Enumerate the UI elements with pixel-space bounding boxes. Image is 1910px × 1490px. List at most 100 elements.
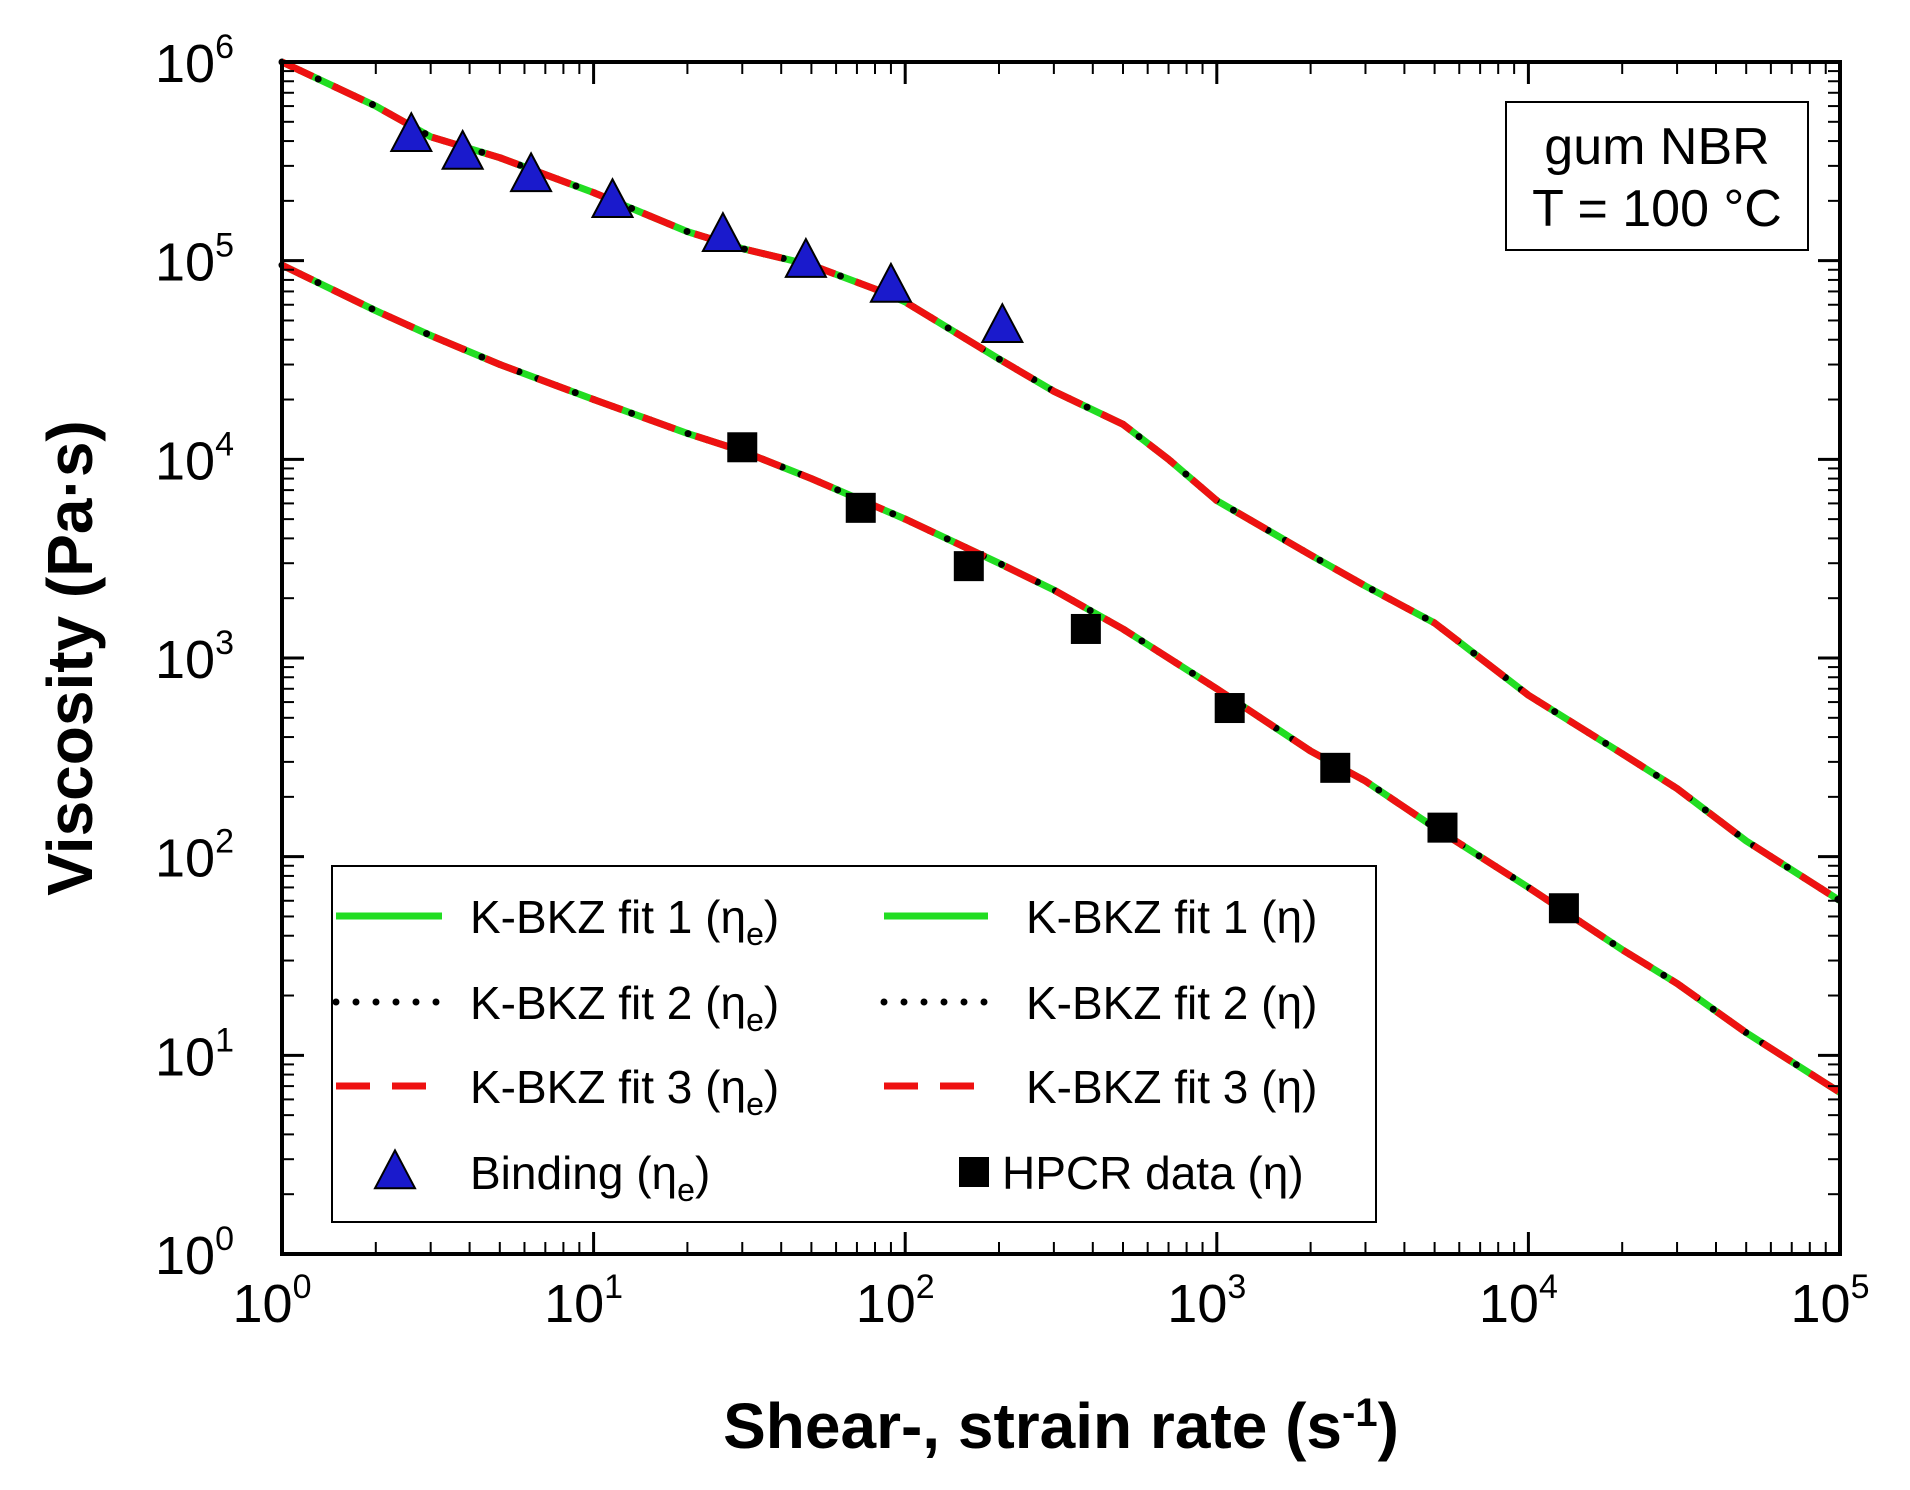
legend-label-main: K-BKZ fit 1 (η bbox=[470, 891, 746, 943]
y-tick-base: 10 bbox=[155, 1027, 215, 1087]
y-tick-base: 10 bbox=[155, 431, 215, 491]
legend-k-bkz-fit-1-e-label: K-BKZ fit 1 (ηe) bbox=[470, 891, 779, 952]
legend-label-close: ) bbox=[764, 977, 779, 1029]
legend-binding-e-swatch bbox=[373, 1148, 417, 1190]
x-tick-exp: 4 bbox=[1539, 1268, 1558, 1306]
legend-label-main: K-BKZ fit 2 (η) bbox=[1026, 977, 1317, 1029]
ticks-layer bbox=[280, 60, 1842, 1256]
binding-data-point bbox=[784, 236, 828, 278]
y-tick-label: 104 bbox=[155, 425, 234, 491]
x-tick-label: 102 bbox=[856, 1268, 935, 1334]
legend-label-sub: e bbox=[746, 1086, 764, 1122]
binding-data-point bbox=[590, 177, 635, 219]
x-tick-base: 10 bbox=[1791, 1274, 1851, 1334]
binding-data-point bbox=[389, 111, 433, 153]
y-tick-exp: 1 bbox=[215, 1021, 234, 1059]
hpcr-data-point bbox=[727, 432, 758, 463]
series-k-bkz-fit-2 bbox=[278, 261, 1844, 1096]
x-tick-base: 10 bbox=[233, 1274, 293, 1334]
y-tick-label: 103 bbox=[155, 624, 234, 690]
legend-label-main: HPCR data (η) bbox=[1002, 1147, 1304, 1199]
annotation-box: gum NBR T = 100 °C bbox=[1505, 101, 1809, 251]
y-tick-base: 10 bbox=[155, 1226, 215, 1286]
binding-data-point bbox=[701, 211, 745, 252]
y-tick-label: 101 bbox=[155, 1021, 234, 1087]
legend-label-sub: e bbox=[677, 1172, 695, 1208]
binding-data-point bbox=[441, 128, 485, 170]
legend-label-main: K-BKZ fit 3 (η bbox=[470, 1061, 746, 1113]
x-tick-base: 10 bbox=[544, 1274, 604, 1334]
legend-label-close: ) bbox=[695, 1147, 710, 1199]
x-tick-label: 105 bbox=[1791, 1268, 1870, 1334]
legend: K-BKZ fit 1 (ηe) K-BKZ fit 1 (η)K-BKZ fit… bbox=[331, 865, 1377, 1223]
legend-k-bkz-fit-2-e-label: K-BKZ fit 2 (ηe) bbox=[470, 977, 779, 1038]
binding-data-point bbox=[980, 302, 1025, 344]
curves-layer bbox=[278, 58, 1844, 1096]
y-tick-base: 10 bbox=[155, 630, 215, 690]
legend-label-sub: e bbox=[746, 1002, 764, 1038]
x-tick-exp: 1 bbox=[604, 1268, 623, 1306]
x-tick-label: 103 bbox=[1167, 1268, 1246, 1334]
markers-layer bbox=[389, 111, 1579, 924]
legend-k-bkz-fit-1-label: K-BKZ fit 1 (η) bbox=[1026, 891, 1317, 943]
x-axis-title-sup: -1 bbox=[1342, 1391, 1378, 1435]
x-tick-base: 10 bbox=[1167, 1274, 1227, 1334]
y-tick-exp: 0 bbox=[215, 1220, 234, 1258]
x-tick-base: 10 bbox=[856, 1274, 916, 1334]
binding-data-point bbox=[869, 261, 913, 303]
x-axis-title-main: Shear-, strain rate (s bbox=[723, 1390, 1342, 1462]
legend-label-sub: e bbox=[746, 916, 764, 952]
x-tick-exp: 0 bbox=[293, 1268, 312, 1306]
y-tick-base: 10 bbox=[155, 233, 215, 293]
x-tick-exp: 2 bbox=[916, 1268, 935, 1306]
legend-hpcr-data-swatch bbox=[959, 1157, 989, 1187]
hpcr-data-point bbox=[1320, 752, 1351, 783]
x-tick-exp: 3 bbox=[1227, 1268, 1246, 1306]
annotation-material: gum NBR bbox=[1544, 118, 1769, 176]
y-tick-label: 105 bbox=[155, 227, 234, 293]
y-tick-exp: 4 bbox=[215, 425, 234, 463]
y-tick-label: 100 bbox=[155, 1220, 234, 1286]
y-tick-exp: 5 bbox=[215, 227, 234, 265]
series-k-bkz-fit-3-e bbox=[280, 58, 1842, 904]
hpcr-data-point bbox=[1427, 812, 1458, 843]
x-tick-label: 100 bbox=[233, 1268, 312, 1334]
y-tick-base: 10 bbox=[155, 829, 215, 889]
legend-label-main: K-BKZ fit 1 (η) bbox=[1026, 891, 1317, 943]
hpcr-data-point bbox=[953, 551, 984, 582]
legend-label-main: Binding (η bbox=[470, 1147, 677, 1199]
legend-hpcr-data-label: HPCR data (η) bbox=[1002, 1147, 1304, 1199]
hpcr-data-point bbox=[1070, 613, 1101, 644]
x-tick-base: 10 bbox=[1479, 1274, 1539, 1334]
x-axis-title: Shear-, strain rate (s-1) bbox=[723, 1390, 1399, 1462]
x-axis-title-close: ) bbox=[1378, 1390, 1399, 1462]
annotation-frame bbox=[1505, 101, 1809, 251]
y-axis-title: Viscosity (Pa·s) bbox=[34, 420, 106, 895]
hpcr-data-point bbox=[845, 492, 876, 523]
legend-label-close: ) bbox=[764, 1061, 779, 1113]
y-tick-label: 106 bbox=[155, 28, 234, 94]
y-tick-base: 10 bbox=[155, 34, 215, 94]
legend-k-bkz-fit-2-label: K-BKZ fit 2 (η) bbox=[1026, 977, 1317, 1029]
y-tick-label: 102 bbox=[155, 823, 234, 889]
legend-label-main: K-BKZ fit 3 (η) bbox=[1026, 1061, 1317, 1113]
x-tick-exp: 5 bbox=[1851, 1268, 1870, 1306]
legend-label-main: K-BKZ fit 2 (η bbox=[470, 977, 746, 1029]
series-k-bkz-fit-3 bbox=[280, 261, 1842, 1096]
y-tick-exp: 3 bbox=[215, 624, 234, 662]
annotation-temperature: T = 100 °C bbox=[1532, 180, 1782, 238]
legend-label-close: ) bbox=[764, 891, 779, 943]
legend-k-bkz-fit-3-label: K-BKZ fit 3 (η) bbox=[1026, 1061, 1317, 1113]
hpcr-data-point bbox=[1214, 693, 1245, 724]
legend-binding-e-label: Binding (ηe) bbox=[470, 1147, 710, 1208]
binding-data-point bbox=[509, 151, 553, 193]
y-tick-exp: 2 bbox=[215, 823, 234, 861]
x-tick-label: 104 bbox=[1479, 1268, 1558, 1334]
legend-frame bbox=[331, 865, 1377, 1223]
hpcr-data-point bbox=[1548, 893, 1579, 924]
legend-k-bkz-fit-3-e-label: K-BKZ fit 3 (ηe) bbox=[470, 1061, 779, 1122]
y-tick-exp: 6 bbox=[215, 28, 234, 66]
x-tick-label: 101 bbox=[544, 1268, 623, 1334]
